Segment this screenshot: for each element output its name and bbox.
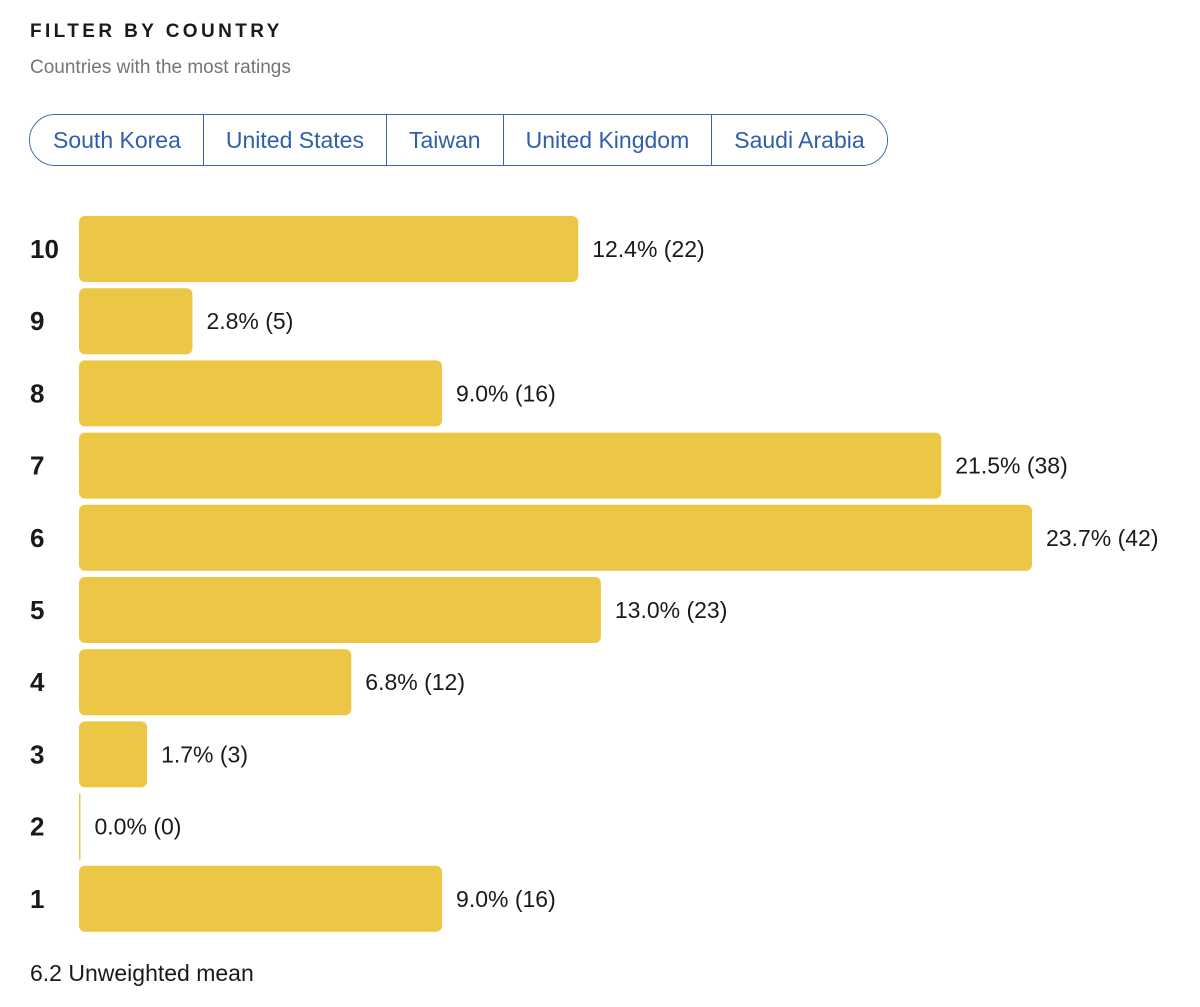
rating-label-1: 1 xyxy=(30,884,44,914)
filter-heading: FILTER BY COUNTRY xyxy=(30,21,283,42)
filter-header: FILTER BY COUNTRY Countries with the mos… xyxy=(30,20,291,80)
value-label-4: 6.8% (12) xyxy=(365,669,465,695)
value-label-1: 9.0% (16) xyxy=(456,886,556,912)
bar-rating-1[interactable] xyxy=(79,865,443,932)
country-filter-taiwan[interactable]: Taiwan xyxy=(386,115,504,165)
country-filter-united-states[interactable]: United States xyxy=(203,115,387,165)
mean-summary: 6.2 Unweighted mean xyxy=(30,958,254,988)
value-label-5: 13.0% (23) xyxy=(615,597,728,623)
country-filter-saudi-arabia[interactable]: Saudi Arabia xyxy=(712,115,887,165)
country-filter-united-kingdom[interactable]: United Kingdom xyxy=(503,115,713,165)
filter-subheading: Countries with the most ratings xyxy=(30,57,291,78)
rating-label-10: 10 xyxy=(30,234,59,264)
bar-rating-7[interactable] xyxy=(79,432,942,499)
bar-rating-6[interactable] xyxy=(79,504,1032,571)
bar-rating-5[interactable] xyxy=(79,577,601,643)
value-label-9: 2.8% (5) xyxy=(206,308,293,334)
mean-label: Unweighted mean xyxy=(68,960,254,986)
country-filter-south-korea[interactable]: South Korea xyxy=(30,115,204,165)
rating-label-8: 8 xyxy=(30,378,44,408)
bar-rating-9[interactable] xyxy=(79,288,193,355)
bar-rating-4[interactable] xyxy=(79,649,352,716)
value-label-2: 0.0% (0) xyxy=(95,814,182,840)
value-label-3: 1.7% (3) xyxy=(161,741,248,767)
bar-rating-3[interactable] xyxy=(79,721,148,788)
rating-label-6: 6 xyxy=(30,523,44,553)
bar-rating-2[interactable] xyxy=(79,793,81,860)
mean-value: 6.2 xyxy=(30,960,62,986)
rating-bar-chart: 10 12.4% (22) 9 2.8% (5) 8 9.0% (16) 7 21.5% (3… xyxy=(30,216,1159,932)
value-label-10: 12.4% (22) xyxy=(592,236,705,262)
rating-distribution-chart: 10 12.4% (22) 9 2.8% (5) 8 9.0% (16) 7 21.5% (3… xyxy=(0,200,1200,950)
value-label-6: 23.7% (42) xyxy=(1046,525,1159,551)
rating-label-5: 5 xyxy=(30,595,44,625)
value-label-8: 9.0% (16) xyxy=(456,380,556,406)
bar-rating-8[interactable] xyxy=(79,360,443,427)
rating-label-7: 7 xyxy=(30,451,44,481)
bar-rating-10[interactable] xyxy=(79,216,579,282)
rating-label-2: 2 xyxy=(30,812,44,842)
rating-label-3: 3 xyxy=(30,739,44,769)
country-filter-group: South Korea United States Taiwan United … xyxy=(29,114,888,166)
rating-label-4: 4 xyxy=(30,667,45,697)
rating-label-9: 9 xyxy=(30,306,44,336)
value-label-7: 21.5% (38) xyxy=(955,453,1068,479)
